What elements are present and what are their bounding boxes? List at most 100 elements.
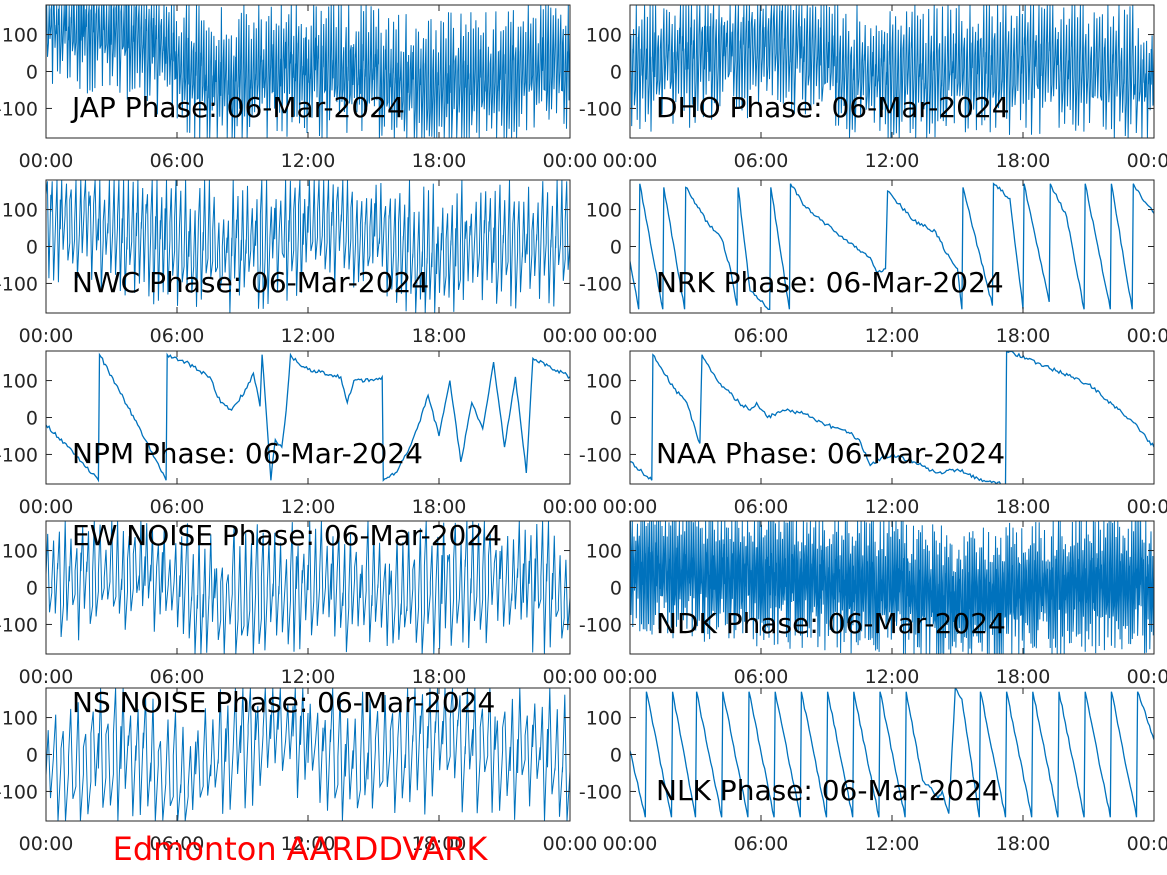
panel-title: EW NOISE Phase: 06-Mar-2024 (72, 519, 502, 552)
y-tick-label: 0 (610, 745, 622, 767)
y-tick-label: -100 (0, 98, 38, 120)
panel-title: DHO Phase: 06-Mar-2024 (656, 91, 1010, 124)
x-tick-label: 06:00 (150, 325, 205, 347)
y-tick-label: 0 (610, 408, 622, 430)
x-tick-label: 12:00 (281, 833, 336, 855)
x-tick-label: 00:00 (603, 325, 658, 347)
panel-6: 100 0 -100 00:00 06:00 12:00 18:00 00:00 NAA Pha… (579, 350, 1167, 518)
y-tick-label: 0 (26, 408, 38, 430)
x-tick-label: 12:00 (865, 150, 920, 172)
x-tick-label: 00:00 (19, 325, 74, 347)
y-tick-label: -100 (579, 781, 622, 803)
panel-5: 100 0 -100 00:00 06:00 12:00 18:00 00:00 NPM Pha… (0, 350, 598, 518)
x-tick-label: 00:00 (19, 666, 74, 688)
x-tick-label: 00:00 (1127, 325, 1167, 347)
phase-series-line (630, 351, 1154, 484)
x-tick-label: 12:00 (281, 150, 336, 172)
panel-title: JAP Phase: 06-Mar-2024 (70, 91, 405, 124)
y-tick-label: 100 (2, 541, 38, 563)
y-tick-label: 0 (610, 62, 622, 84)
y-tick-label: -100 (0, 273, 38, 295)
panel-title: NLK Phase: 06-Mar-2024 (656, 774, 1000, 807)
x-tick-label: 18:00 (412, 150, 467, 172)
panel-7: 100 0 -100 00:00 06:00 12:00 18:00 00:00 EW NOIS… (0, 519, 597, 688)
panel-title: NRK Phase: 06-Mar-2024 (656, 266, 1004, 299)
x-tick-label: 00:00 (1127, 150, 1167, 172)
x-tick-label: 00:00 (603, 833, 658, 855)
x-tick-label: 18:00 (412, 666, 467, 688)
phase-series-line (46, 521, 570, 654)
x-tick-label: 00:00 (19, 150, 74, 172)
x-tick-label: 18:00 (996, 666, 1051, 688)
panel-9: 100 0 -100 00:00 06:00 12:00 18:00 00:00 NS NOIS… (0, 686, 597, 855)
phase-series-line (46, 5, 570, 138)
x-tick-label: 00:00 (1127, 496, 1167, 518)
panels: 100 0 -100 00:00 06:00 12:00 18:00 00:00 JAP Pha… (0, 4, 1167, 855)
y-tick-label: -100 (579, 273, 622, 295)
x-tick-label: 00:00 (603, 496, 658, 518)
y-tick-label: 0 (26, 745, 38, 767)
panel-2: 100 0 -100 00:00 06:00 12:00 18:00 00:00 DHO Pha… (579, 4, 1167, 172)
y-tick-label: -100 (579, 444, 622, 466)
y-tick-label: 100 (586, 25, 622, 47)
phase-series-line (46, 180, 570, 313)
panel-title: NAA Phase: 06-Mar-2024 (656, 437, 1005, 470)
x-tick-label: 18:00 (412, 325, 467, 347)
panel-8: 100 0 -100 00:00 06:00 12:00 18:00 00:00 NDK Pha… (579, 520, 1167, 688)
y-tick-label: 0 (26, 237, 38, 259)
y-tick-label: -100 (0, 444, 38, 466)
panel-1: 100 0 -100 00:00 06:00 12:00 18:00 00:00 JAP Pha… (0, 4, 597, 172)
x-tick-label: 00:00 (543, 496, 598, 518)
y-tick-label: -100 (579, 614, 622, 636)
phase-series-line (46, 688, 570, 821)
y-tick-label: 100 (2, 371, 38, 393)
x-tick-label: 00:00 (603, 666, 658, 688)
x-tick-label: 00:00 (19, 496, 74, 518)
x-tick-label: 12:00 (281, 666, 336, 688)
x-tick-label: 06:00 (734, 833, 789, 855)
figure-footer: Edmonton AARDDVARK (113, 830, 489, 868)
panel-4: 100 0 -100 00:00 06:00 12:00 18:00 00:00 NRK Pha… (579, 179, 1167, 347)
y-tick-label: -100 (0, 781, 38, 803)
y-tick-label: 100 (586, 200, 622, 222)
x-tick-label: 00:00 (1127, 833, 1167, 855)
y-tick-label: 100 (2, 708, 38, 730)
x-tick-label: 18:00 (996, 833, 1051, 855)
phase-series-line (630, 521, 1154, 654)
x-tick-label: 06:00 (734, 150, 789, 172)
x-tick-label: 06:00 (734, 325, 789, 347)
x-tick-label: 06:00 (150, 496, 205, 518)
x-tick-label: 06:00 (150, 833, 205, 855)
x-tick-label: 12:00 (865, 325, 920, 347)
x-tick-label: 00:00 (543, 666, 598, 688)
phase-series-line (46, 352, 570, 483)
x-tick-label: 00:00 (543, 833, 598, 855)
phase-series-line (630, 5, 1154, 138)
panel-title: NDK Phase: 06-Mar-2024 (656, 607, 1006, 640)
x-tick-label: 18:00 (996, 325, 1051, 347)
x-tick-label: 06:00 (734, 496, 789, 518)
x-tick-label: 00:00 (19, 833, 74, 855)
panel-title: NS NOISE Phase: 06-Mar-2024 (72, 686, 495, 719)
panel-3: 100 0 -100 00:00 06:00 12:00 18:00 00:00 NWC Pha… (0, 179, 597, 347)
x-tick-label: 18:00 (412, 833, 467, 855)
phase-series-line (630, 688, 1154, 818)
y-tick-label: -100 (0, 614, 38, 636)
phase-series-line (630, 182, 1154, 310)
x-tick-label: 12:00 (865, 833, 920, 855)
x-tick-label: 00:00 (1127, 666, 1167, 688)
x-tick-label: 18:00 (412, 496, 467, 518)
x-tick-label: 00:00 (603, 150, 658, 172)
x-tick-label: 18:00 (996, 150, 1051, 172)
x-tick-label: 06:00 (150, 150, 205, 172)
x-tick-label: 12:00 (865, 666, 920, 688)
y-tick-label: 0 (610, 578, 622, 600)
x-tick-label: 06:00 (734, 666, 789, 688)
y-tick-label: -100 (579, 98, 622, 120)
x-tick-label: 12:00 (865, 496, 920, 518)
y-tick-label: 100 (586, 541, 622, 563)
panel-title: NWC Phase: 06-Mar-2024 (72, 266, 429, 299)
x-tick-label: 06:00 (150, 666, 205, 688)
